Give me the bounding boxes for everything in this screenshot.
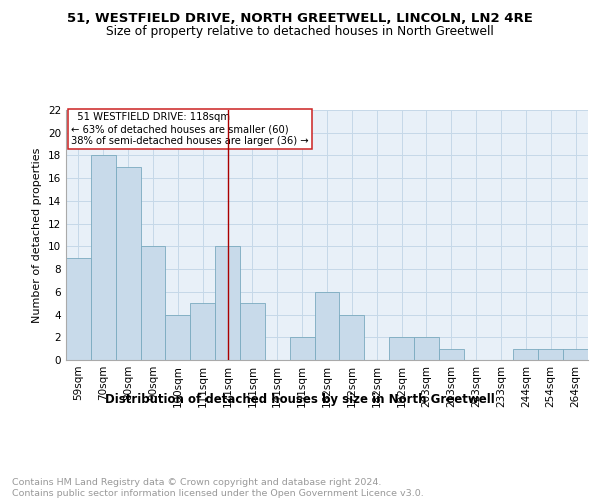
Bar bbox=[240, 303, 265, 360]
Bar bbox=[190, 303, 215, 360]
Bar bbox=[140, 246, 166, 360]
Bar bbox=[514, 348, 538, 360]
Bar bbox=[414, 338, 439, 360]
Bar bbox=[66, 258, 91, 360]
Bar bbox=[166, 314, 190, 360]
Bar bbox=[314, 292, 340, 360]
Bar bbox=[340, 314, 364, 360]
Text: 51, WESTFIELD DRIVE, NORTH GREETWELL, LINCOLN, LN2 4RE: 51, WESTFIELD DRIVE, NORTH GREETWELL, LI… bbox=[67, 12, 533, 26]
Bar bbox=[116, 167, 140, 360]
Text: Distribution of detached houses by size in North Greetwell: Distribution of detached houses by size … bbox=[105, 392, 495, 406]
Bar bbox=[439, 348, 464, 360]
Text: Size of property relative to detached houses in North Greetwell: Size of property relative to detached ho… bbox=[106, 25, 494, 38]
Bar bbox=[290, 338, 314, 360]
Text: 51 WESTFIELD DRIVE: 118sqm
← 63% of detached houses are smaller (60)
38% of semi: 51 WESTFIELD DRIVE: 118sqm ← 63% of deta… bbox=[71, 112, 309, 146]
Y-axis label: Number of detached properties: Number of detached properties bbox=[32, 148, 43, 322]
Text: Contains HM Land Registry data © Crown copyright and database right 2024.
Contai: Contains HM Land Registry data © Crown c… bbox=[12, 478, 424, 498]
Bar bbox=[563, 348, 588, 360]
Bar bbox=[538, 348, 563, 360]
Bar bbox=[215, 246, 240, 360]
Bar bbox=[389, 338, 414, 360]
Bar bbox=[91, 156, 116, 360]
